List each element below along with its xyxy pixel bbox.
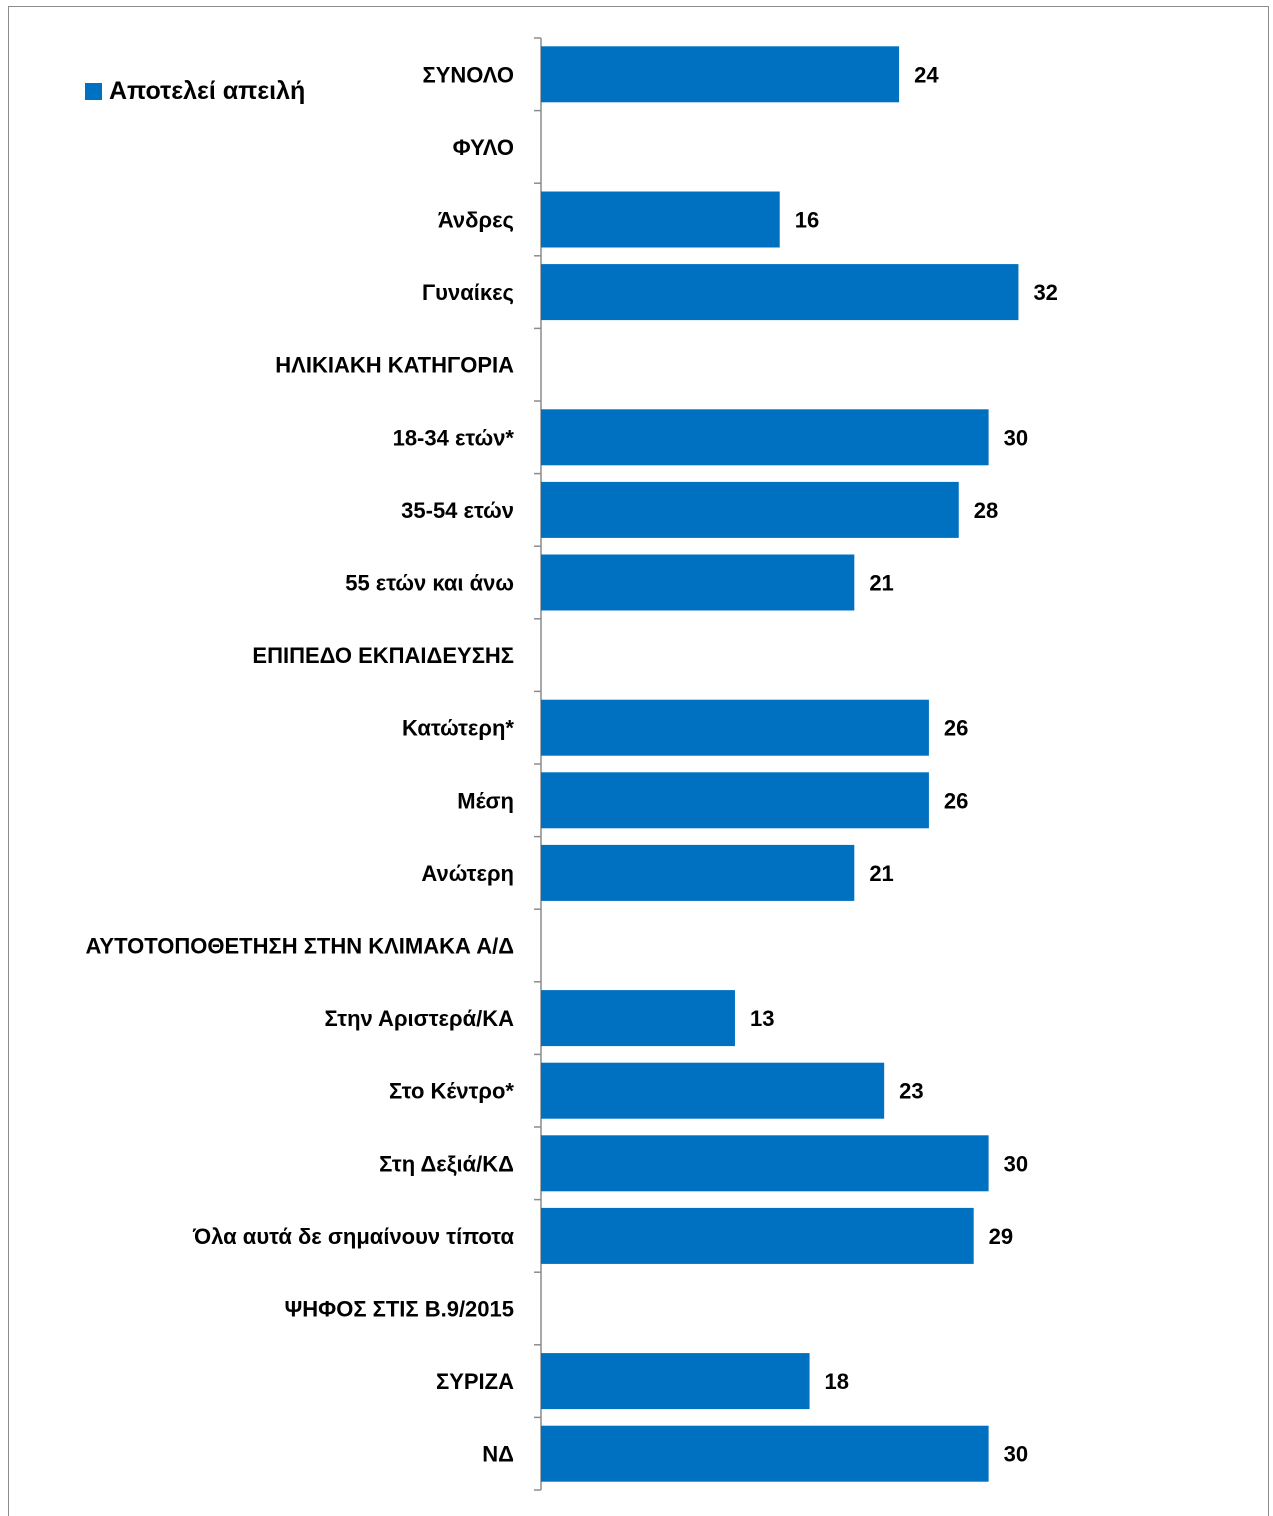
data-label: 18	[825, 1369, 849, 1394]
bar	[541, 772, 929, 829]
data-label: 30	[1004, 1151, 1028, 1176]
bar	[541, 990, 735, 1047]
bar	[541, 1353, 810, 1410]
bar	[541, 1425, 989, 1482]
legend: Αποτελεί απειλή	[85, 77, 305, 106]
bar	[541, 1135, 989, 1192]
category-label: ΑΥΤΟΤΟΠΟΘΕΤΗΣΗ ΣΤΗΝ ΚΛΙΜΑΚΑ Α/Δ	[86, 934, 514, 959]
bar	[541, 191, 780, 248]
category-label: Στην Αριστερά/ΚΑ	[324, 1006, 514, 1031]
chart-frame	[8, 6, 1269, 1516]
category-label: ΗΛΙΚΙΑΚΗ ΚΑΤΗΓΟΡΙΑ	[275, 353, 514, 378]
data-label: 16	[795, 208, 819, 233]
bar	[541, 46, 900, 103]
legend-swatch	[85, 83, 102, 100]
bar	[541, 1062, 885, 1119]
category-label: ΨΗΦΟΣ ΣΤΙΣ Β.9/2015	[284, 1297, 514, 1322]
category-label: 55 ετών και άνω	[345, 571, 514, 596]
data-label: 26	[944, 788, 968, 813]
category-label: Στη Δεξιά/ΚΔ	[379, 1151, 514, 1176]
bar	[541, 554, 855, 611]
category-label: Όλα αυτά δε σημαίνουν τίποτα	[192, 1224, 514, 1249]
legend-label: Αποτελεί απειλή	[109, 77, 306, 105]
data-label: 21	[869, 571, 893, 596]
category-label: Μέση	[457, 788, 514, 813]
category-label: Ανώτερη	[421, 861, 514, 886]
bar	[541, 1207, 974, 1264]
category-label: ΕΠΙΠΕΔΟ ΕΚΠΑΙΔΕΥΣΗΣ	[252, 643, 514, 668]
data-label: 32	[1033, 280, 1057, 305]
data-label: 23	[899, 1079, 923, 1104]
data-label: 13	[750, 1006, 774, 1031]
category-label: ΣΥΝΟΛΟ	[423, 62, 514, 87]
bar	[541, 699, 929, 756]
data-label: 24	[914, 62, 939, 87]
data-label: 29	[989, 1224, 1013, 1249]
category-label: ΦΥΛΟ	[453, 135, 514, 160]
category-label: Κατώτερη*	[402, 716, 514, 741]
category-label: Στο Κέντρο*	[389, 1079, 514, 1104]
data-label: 26	[944, 716, 968, 741]
category-label: Γυναίκες	[422, 280, 514, 305]
data-label: 28	[974, 498, 998, 523]
bar	[541, 481, 959, 538]
data-label: 30	[1004, 425, 1028, 450]
category-label: ΣΥΡΙΖΑ	[436, 1369, 514, 1394]
bar	[541, 844, 855, 901]
category-label: 18-34 ετών*	[393, 425, 515, 450]
bar	[541, 264, 1019, 321]
data-label: 21	[869, 861, 893, 886]
category-label: 35-54 ετών	[401, 498, 514, 523]
data-label: 30	[1004, 1442, 1028, 1467]
bar	[541, 409, 989, 466]
category-label: ΝΔ	[482, 1442, 514, 1467]
category-label: Άνδρες	[438, 208, 514, 233]
